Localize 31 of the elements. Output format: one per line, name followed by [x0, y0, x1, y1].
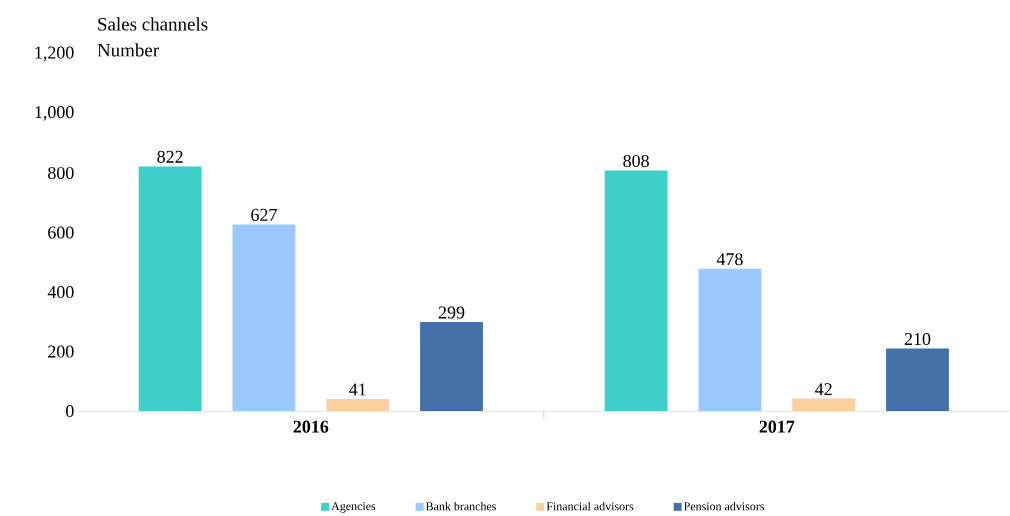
bar — [698, 268, 762, 412]
y-tick-label: 1,200 — [35, 46, 74, 62]
bar — [604, 170, 668, 412]
x-tick-label: 2016 — [293, 420, 329, 433]
bar — [886, 348, 949, 412]
y-tick-label: 0 — [66, 405, 74, 418]
y-tick-label: 200 — [48, 345, 74, 358]
chart-title: Sales channels — [98, 17, 208, 31]
bar — [792, 398, 856, 412]
data-label: 478 — [716, 253, 743, 266]
data-label: 210 — [904, 333, 931, 346]
legend-label: Financial advisors — [546, 502, 634, 511]
data-label: 822 — [157, 150, 183, 163]
data-label: 627 — [251, 208, 277, 222]
data-label: 299 — [438, 306, 465, 319]
y-tick-label: 400 — [47, 286, 74, 299]
legend-label: Agencies — [331, 502, 376, 513]
bar — [420, 322, 483, 412]
data-label: 42 — [815, 383, 832, 396]
bar — [138, 166, 202, 412]
y-tick-label: 1,000 — [35, 106, 74, 121]
y-tick-label: 800 — [48, 167, 74, 180]
data-label: 41 — [349, 383, 366, 396]
chart-subtitle: Number — [97, 43, 159, 57]
data-label: 808 — [623, 155, 649, 168]
legend-label: Bank branches — [425, 502, 496, 511]
y-tick-label: 600 — [48, 226, 74, 239]
legend-label: Pension advisors — [683, 502, 765, 511]
bar — [232, 224, 296, 412]
x-tick-label: 2017 — [759, 420, 795, 433]
bar — [326, 399, 390, 412]
